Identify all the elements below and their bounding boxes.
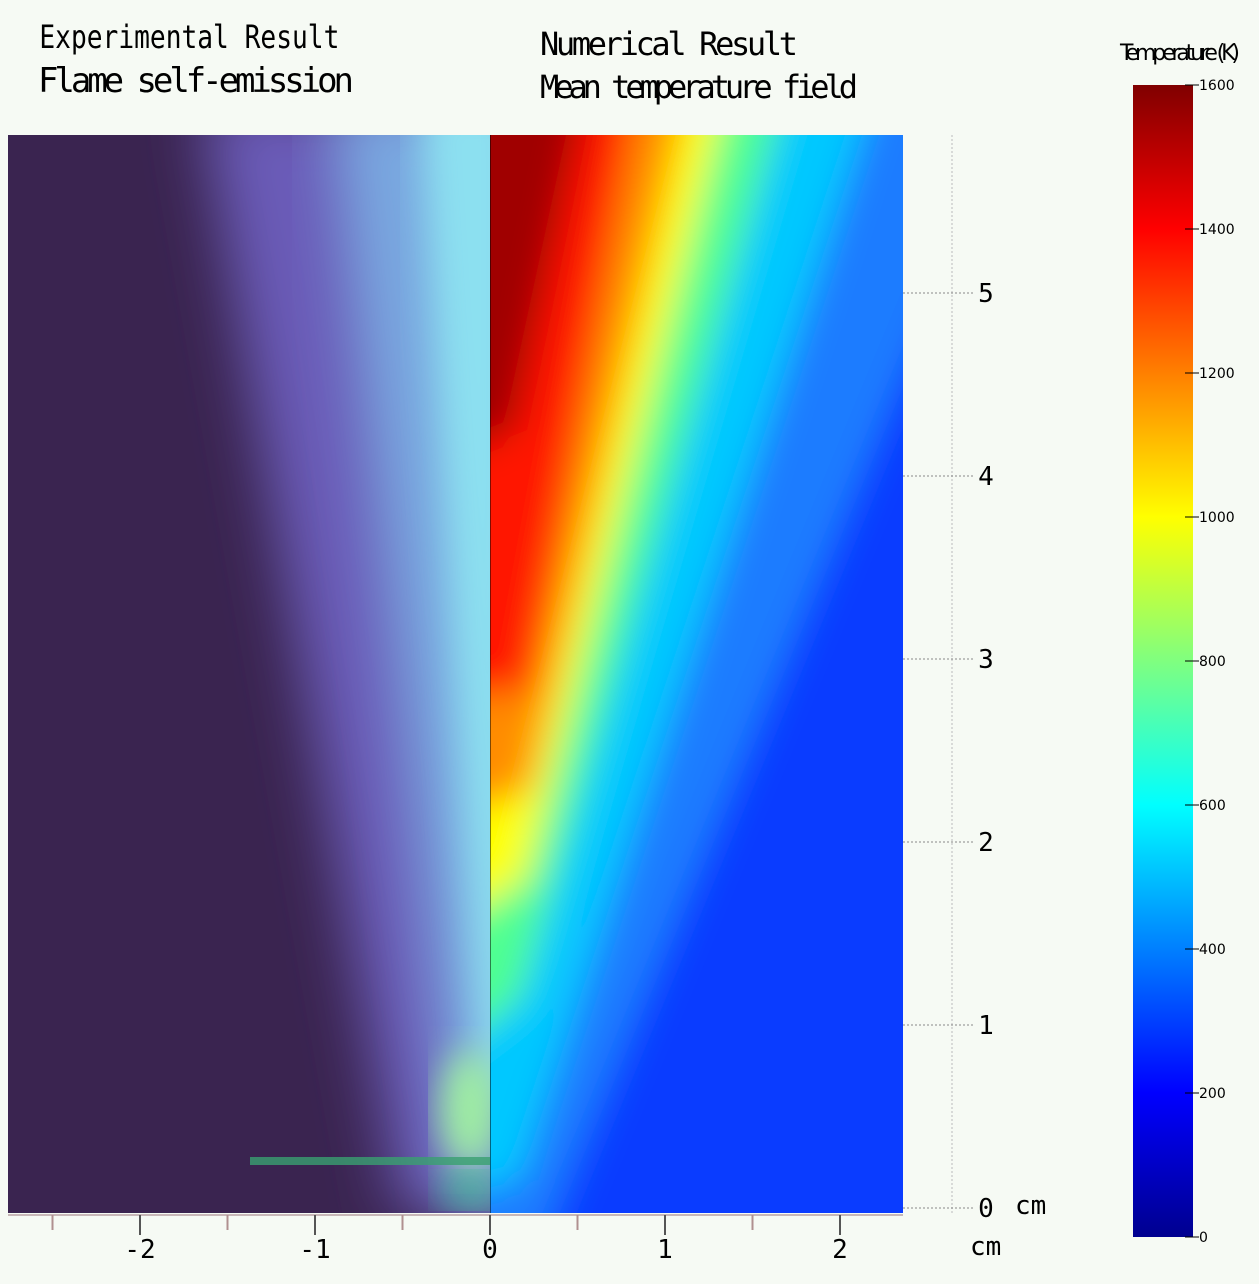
x-tick-label: 2 [832,1235,848,1265]
left-title: Experimental Result [39,18,339,55]
y-tick-label: 0 [978,1194,994,1224]
y-tick-label: 2 [978,828,994,858]
colorbar [1133,85,1193,1237]
colorbar-tick-label: 1600 [1199,78,1235,94]
right-title: Numerical Result [540,25,798,63]
colorbar-tick-label: 1200 [1199,366,1235,382]
colorbar-tick-label: 400 [1199,942,1226,958]
x-tick-label: -1 [299,1235,330,1265]
flame-photo [8,135,490,1213]
y-tick-label: 5 [978,279,994,309]
colorbar-tick-label: 0 [1199,1230,1208,1246]
colorbar-tick-label: 800 [1199,654,1226,670]
x-tick-label: -2 [124,1235,155,1265]
x-tick-label: 0 [482,1235,498,1265]
y-tick-label: 1 [978,1011,994,1041]
colorbar-tick-label: 1400 [1199,222,1235,238]
y-tick-label: 3 [978,645,994,675]
colorbar-tick-label: 200 [1199,1086,1226,1102]
y-unit: cm [1015,1191,1046,1221]
left-subtitle: Flame self-emission [38,61,354,101]
x-tick-label: 1 [657,1235,673,1265]
temperature-field [490,135,903,1213]
right-subtitle: Mean temperature field [540,68,858,106]
x-unit: cm [970,1232,1001,1262]
y-tick-label: 4 [978,462,994,492]
colorbar-tick-label: 1000 [1199,510,1235,526]
colorbar-title: Temperature (K) [1119,41,1240,66]
colorbar-tick-label: 600 [1199,798,1226,814]
